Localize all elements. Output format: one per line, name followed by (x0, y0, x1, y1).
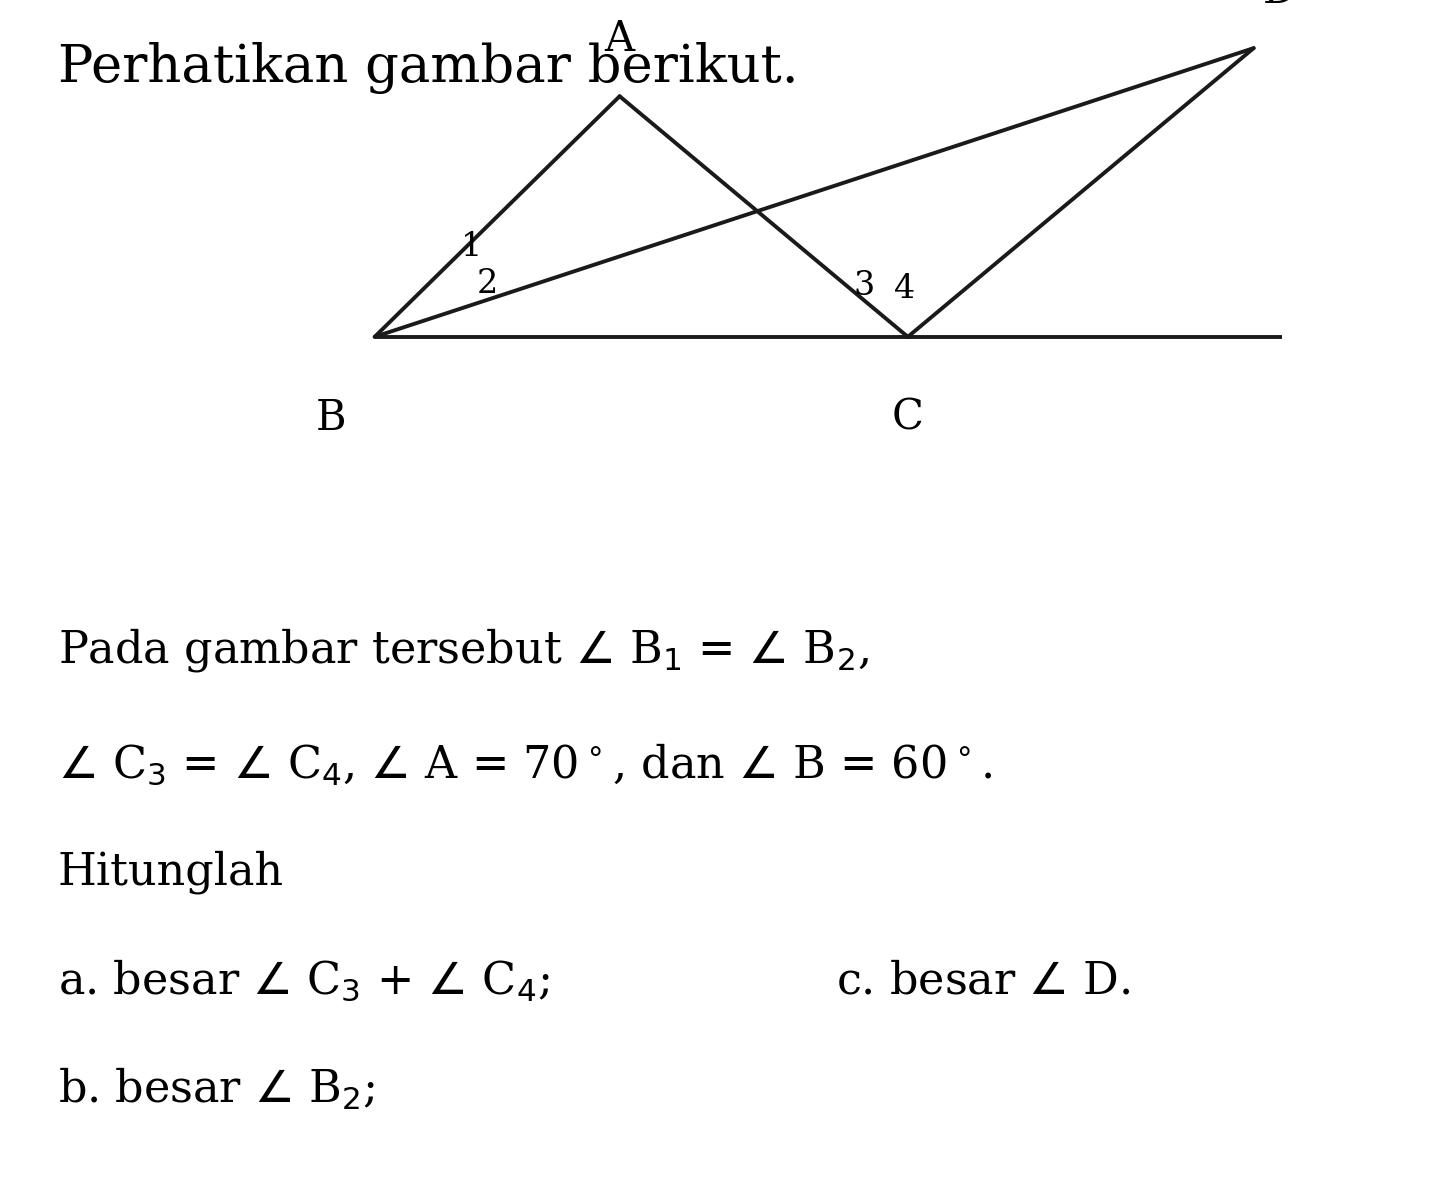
Text: 4: 4 (895, 273, 915, 304)
Text: Hitunglah: Hitunglah (58, 851, 284, 894)
Text: C: C (892, 397, 924, 439)
Text: B: B (316, 397, 347, 439)
Text: 2: 2 (477, 268, 497, 300)
Text: 1: 1 (461, 231, 481, 262)
Text: a. besar $\angle$ C$_3$ + $\angle$ C$_4$;: a. besar $\angle$ C$_3$ + $\angle$ C$_4$… (58, 958, 549, 1003)
Text: D: D (1262, 0, 1297, 12)
Text: $\angle$ C$_3$ = $\angle$ C$_4$, $\angle$ A = 70$^\circ$, dan $\angle$ B = 60$^\: $\angle$ C$_3$ = $\angle$ C$_4$, $\angle… (58, 741, 993, 787)
Text: A: A (605, 18, 634, 60)
Text: b. besar $\angle$ B$_2$;: b. besar $\angle$ B$_2$; (58, 1066, 375, 1112)
Text: Pada gambar tersebut $\angle$ B$_1$ = $\angle$ B$_2$,: Pada gambar tersebut $\angle$ B$_1$ = $\… (58, 626, 869, 674)
Text: 3: 3 (855, 271, 875, 302)
Text: Perhatikan gambar berikut.: Perhatikan gambar berikut. (58, 42, 798, 94)
Text: c. besar $\angle$ D.: c. besar $\angle$ D. (836, 959, 1130, 1002)
